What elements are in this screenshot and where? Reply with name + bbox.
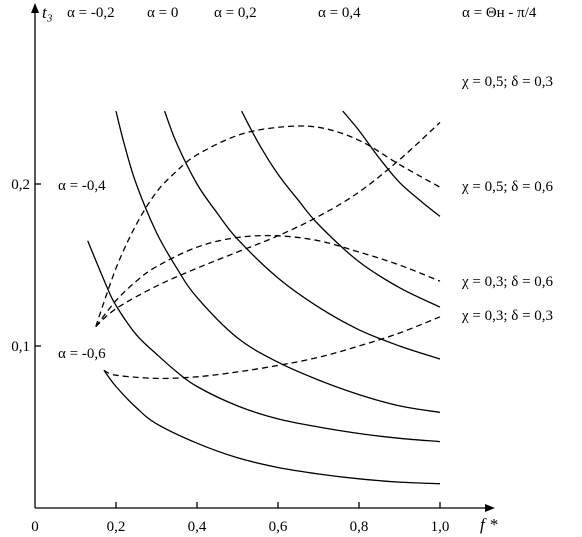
x-tick-label: 0,8	[350, 519, 369, 535]
label-chi05-d06: χ = 0,5; δ = 0,6	[461, 179, 554, 195]
label-chi05-d03: χ = 0,5; δ = 0,3	[461, 74, 553, 90]
series-line-3	[115, 110, 441, 414]
label-alpha-theta: α = Θн - π/4	[462, 5, 537, 21]
curves	[87, 110, 441, 485]
series-line-5	[241, 110, 441, 308]
series-line-7	[95, 121, 441, 328]
x-tick-label: 0	[31, 519, 39, 535]
label-alpha-m02: α = -0,2	[67, 5, 115, 21]
series-line-4	[163, 110, 441, 360]
label-alpha-m04: α = -0,4	[58, 178, 106, 194]
x-tick-label: 0,6	[269, 519, 288, 535]
series-line-6	[342, 110, 441, 217]
y-tick-label: 0,1	[11, 339, 30, 355]
annotations: α = -0,2 α = 0 α = 0,2 α = 0,4 α = Θн - …	[58, 5, 554, 362]
series-line-2	[87, 240, 441, 443]
y-tick-label: 0,2	[11, 177, 30, 193]
x-axis-title: f *	[480, 515, 498, 534]
x-tick-label: 1,0	[431, 519, 450, 535]
series-line-8	[95, 125, 441, 327]
y-axis-title: t₃	[42, 3, 53, 22]
label-alpha-m06: α = -0,6	[58, 346, 106, 362]
series-line-9	[95, 234, 441, 327]
label-chi03-d06: χ = 0,3; δ = 0,6	[461, 274, 554, 290]
label-alpha-02: α = 0,2	[214, 5, 257, 21]
x-tick-label: 0,4	[188, 519, 207, 535]
series-line-1	[103, 369, 441, 485]
x-tick-label: 0,2	[107, 519, 126, 535]
ticks: 0 0,2 0,4 0,6 0,8 1,0 0,1 0,2	[11, 177, 449, 535]
label-alpha-04: α = 0,4	[318, 5, 361, 21]
label-alpha-0: α = 0	[147, 5, 178, 21]
label-chi03-d03: χ = 0,3; δ = 0,3	[461, 308, 553, 324]
series-line-10	[103, 316, 441, 380]
